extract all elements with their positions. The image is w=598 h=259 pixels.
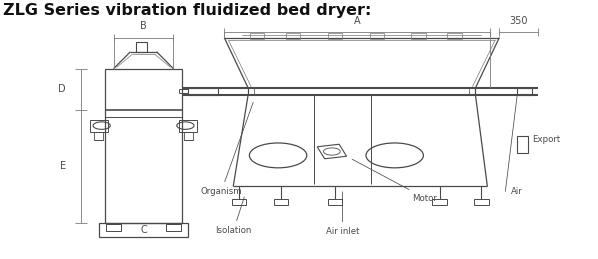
Bar <box>517 136 528 153</box>
Bar <box>184 132 193 140</box>
Text: Motor: Motor <box>352 159 438 203</box>
Bar <box>328 33 342 39</box>
Text: Isolation: Isolation <box>215 197 252 235</box>
Bar <box>432 199 447 205</box>
Bar <box>166 224 181 231</box>
Text: ZLG Series vibration fluidized bed dryer:: ZLG Series vibration fluidized bed dryer… <box>3 3 371 18</box>
Text: D: D <box>58 84 66 94</box>
Text: C: C <box>140 225 147 235</box>
Bar <box>136 42 147 52</box>
Bar <box>90 120 108 132</box>
Text: Air: Air <box>511 187 523 196</box>
Text: A: A <box>354 16 361 26</box>
Text: E: E <box>60 161 66 171</box>
Bar <box>105 69 182 223</box>
Text: B: B <box>140 21 147 31</box>
Text: 350: 350 <box>509 16 528 26</box>
Bar <box>188 88 218 95</box>
Text: Export: Export <box>532 135 560 144</box>
Bar <box>447 33 462 39</box>
Bar <box>232 199 246 205</box>
Bar <box>179 120 197 132</box>
Bar <box>99 223 188 237</box>
Bar <box>411 33 426 39</box>
Bar <box>274 199 288 205</box>
Bar <box>328 199 342 205</box>
Bar <box>286 33 300 39</box>
Bar <box>370 33 384 39</box>
Text: Air inlet: Air inlet <box>326 192 359 236</box>
Text: Organism: Organism <box>200 102 253 196</box>
Bar <box>106 224 121 231</box>
Bar <box>250 33 264 39</box>
Bar <box>474 199 489 205</box>
Bar <box>94 132 103 140</box>
Bar <box>517 88 532 95</box>
